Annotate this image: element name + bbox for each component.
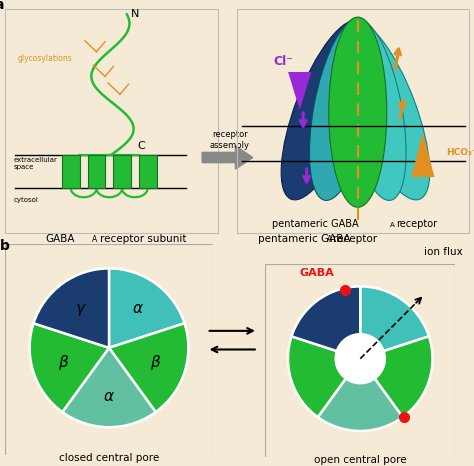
- Text: pentameric GABA: pentameric GABA: [258, 234, 351, 244]
- Text: closed central pore: closed central pore: [59, 453, 159, 464]
- Text: A: A: [390, 222, 394, 227]
- Ellipse shape: [281, 20, 369, 200]
- Wedge shape: [374, 336, 432, 417]
- Wedge shape: [109, 323, 188, 412]
- Wedge shape: [318, 378, 403, 431]
- Text: β: β: [58, 355, 68, 370]
- Text: A: A: [92, 235, 98, 244]
- Bar: [113, 155, 131, 188]
- Bar: [139, 155, 156, 188]
- Text: receptor: receptor: [396, 219, 437, 228]
- Circle shape: [336, 334, 385, 383]
- Text: receptor: receptor: [333, 234, 377, 244]
- Wedge shape: [292, 287, 360, 351]
- Text: GABA: GABA: [45, 234, 74, 244]
- Text: ion flux: ion flux: [424, 247, 462, 257]
- Wedge shape: [109, 268, 184, 348]
- Text: pentameric GABA: pentameric GABA: [272, 219, 358, 228]
- Text: HCO₃⁻: HCO₃⁻: [446, 148, 474, 157]
- Wedge shape: [288, 336, 346, 417]
- Text: extracellular
space: extracellular space: [13, 157, 57, 170]
- Wedge shape: [34, 268, 109, 348]
- Wedge shape: [30, 323, 109, 412]
- Text: β: β: [150, 355, 160, 370]
- Text: Cl⁻: Cl⁻: [273, 55, 293, 68]
- Polygon shape: [288, 72, 311, 110]
- Text: receptor: receptor: [212, 130, 248, 139]
- Text: cytosol: cytosol: [13, 197, 38, 203]
- Text: α: α: [104, 389, 114, 404]
- Wedge shape: [63, 348, 155, 427]
- Text: assembly: assembly: [210, 141, 250, 150]
- Ellipse shape: [342, 20, 430, 200]
- Text: GABA: GABA: [300, 268, 335, 278]
- Text: C: C: [137, 141, 145, 151]
- FancyArrow shape: [202, 146, 253, 169]
- Text: glycosylations: glycosylations: [18, 54, 73, 63]
- Ellipse shape: [310, 20, 374, 200]
- Text: open central pore: open central pore: [314, 455, 407, 465]
- Wedge shape: [360, 287, 429, 351]
- Text: b: b: [0, 239, 10, 253]
- Text: A: A: [327, 235, 332, 244]
- Bar: [62, 155, 80, 188]
- Bar: [88, 155, 105, 188]
- Text: γ: γ: [76, 301, 85, 316]
- Text: a: a: [0, 0, 4, 12]
- Ellipse shape: [342, 20, 406, 200]
- Text: N: N: [131, 9, 139, 19]
- Text: receptor subunit: receptor subunit: [100, 234, 186, 244]
- Polygon shape: [411, 132, 434, 177]
- Text: α: α: [133, 301, 143, 316]
- Ellipse shape: [329, 17, 387, 207]
